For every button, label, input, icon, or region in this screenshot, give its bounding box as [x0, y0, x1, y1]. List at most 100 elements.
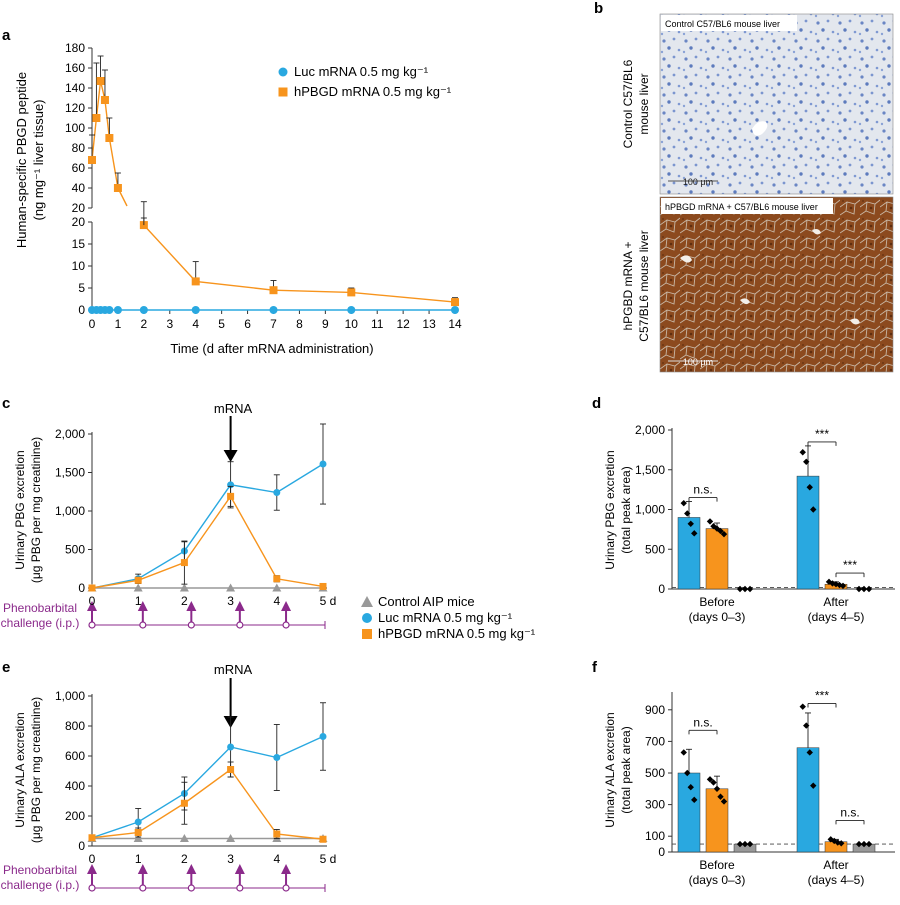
- panel-f-ytick-label-0: 0: [658, 845, 665, 859]
- side-label-hpbgd-2: C57/BL6 mouse liver: [637, 230, 651, 341]
- panel-a-point-1-2: [96, 77, 105, 85]
- panel-a-point-1-0: [88, 156, 96, 164]
- panel-a-xtick-label-2: 2: [141, 317, 148, 331]
- panel-e-phenobarbital-timeline: [87, 864, 326, 892]
- panel-a-point-0-5: [113, 306, 122, 314]
- panel-f-dot-0-2-2: [746, 840, 754, 848]
- panel-f-group-label-0-2: (days 0–3): [689, 873, 746, 887]
- panel-f-dot-1-0-0: [799, 703, 806, 710]
- panel-a-point-1-3: [100, 96, 109, 104]
- panel-e-pheno-arrowhead-4: [281, 864, 292, 874]
- panel-f-dot-1-1-3: [838, 840, 845, 847]
- panel-c-ylabel-1: Urinary PBG excretion: [13, 450, 27, 569]
- panel-a-ylabel-2: (ng mg⁻¹ liver tissue): [31, 100, 46, 221]
- panel-c-xtick-label-2: 2: [181, 594, 188, 608]
- panel-e-ytick-label-5: 1,000: [55, 689, 85, 703]
- panel-d-group-label-1-1: After: [823, 595, 848, 609]
- panel-f-dot-0-1-4: [720, 798, 728, 805]
- panel-f-dot-0-2-0: [736, 840, 744, 848]
- panel-c-ytick-label-2: 1,000: [55, 504, 85, 518]
- panel-a-chart: Human-specific PBGD peptide (ng mg⁻¹ liv…: [14, 41, 462, 356]
- panel-a-xtick-label-4: 4: [192, 317, 199, 331]
- panel-e-pheno-arrowhead-0: [87, 864, 97, 874]
- panel-e-point-2-4: [273, 830, 281, 838]
- panel-a-ytick-label-upper-1: 40: [72, 181, 86, 195]
- panel-a-ytick-label-lower-2: 10: [72, 259, 86, 273]
- panel-c-mrna-label: mRNA: [214, 401, 253, 416]
- panel-d-dot-0-2-0: [736, 585, 744, 593]
- panel-c-xtick-label-4: 4: [273, 594, 280, 608]
- panel-e-point-1-1: [134, 818, 142, 826]
- panel-c-point-0-4: [272, 583, 282, 592]
- panel-a-ytick-label-lower-3: 15: [72, 237, 86, 251]
- panel-e-pheno-arrowhead-3: [234, 864, 245, 874]
- panel-a-ytick-label-upper-8: 180: [65, 41, 85, 55]
- panel-c-point-2-3: [227, 492, 235, 500]
- panel-a-point-0-9: [347, 306, 356, 314]
- panel-c-point-2-1: [134, 576, 142, 584]
- panel-e-point-2-1: [134, 829, 142, 836]
- panel-b-letter: b: [594, 0, 603, 17]
- panel-a-point-1-8: [269, 286, 278, 295]
- panel-f-sig-label-1: ***: [815, 688, 829, 702]
- panel-a-ytick-label-upper-4: 100: [65, 121, 85, 135]
- panel-e-point-2-5: [319, 835, 327, 843]
- panel-e-chart: Urinary ALA excretion (μg PBG per mg cre…: [1, 662, 337, 892]
- panel-d-dot-0-1-4: [720, 530, 728, 538]
- panel-d-dot-0-1-3: [717, 527, 724, 535]
- panel-f-dot-0-0-1: [684, 769, 691, 777]
- panel-a-point-1-9: [347, 288, 356, 297]
- panel-a-legend: Luc mRNA 0.5 mg kg⁻¹ hPBGD mRNA 0.5 mg kg…: [278, 64, 452, 99]
- panel-e-series-line-1: [91, 735, 324, 839]
- panel-c-phenobarbital-timeline: [87, 601, 326, 629]
- panel-e-ytick-label-1: 200: [65, 809, 85, 823]
- panel-a-legend-marker-1: [278, 87, 288, 97]
- panel-d-ytick-label-3: 1,500: [635, 463, 665, 477]
- panel-d-dot-1-1-4: [839, 582, 847, 590]
- panel-d-dot-1-2-0: [855, 585, 863, 593]
- panel-e-pheno-dot-1: [139, 884, 147, 892]
- panel-f-bar-1-0: [796, 747, 820, 853]
- panel-d-dot-1-2-2: [865, 585, 873, 593]
- panel-e-point-0-1: [133, 834, 143, 842]
- panel-e-point-1-5: [319, 733, 327, 740]
- panel-c-xtick-label-3: 3: [227, 594, 234, 608]
- legend-ce-marker-1: [362, 613, 372, 623]
- panel-e-pheno-dot-4: [282, 884, 290, 892]
- panel-d-sig-label-0: n.s.: [693, 483, 712, 497]
- panel-e-point-2-2: [180, 799, 188, 807]
- panel-a-ytick-label-upper-6: 140: [65, 81, 85, 95]
- panel-e-point-1-3: [227, 743, 235, 751]
- panel-f-dot-0-1-3: [717, 793, 724, 800]
- panel-a-ytick-label-upper-7: 160: [65, 61, 85, 75]
- panel-a-ytick-label-lower-1: 5: [78, 281, 85, 295]
- panel-e-pheno-arrowhead-2: [186, 864, 197, 874]
- panel-a-point-0-8: [269, 306, 278, 314]
- panel-a-xtick-label-0: 0: [89, 317, 96, 331]
- panel-a-xtick-label-12: 12: [396, 317, 410, 331]
- panel-f-dot-0-1-0: [706, 776, 714, 783]
- panel-a-point-0-10: [451, 306, 459, 314]
- panel-e-xtick-label-5: 5 d: [320, 852, 337, 866]
- side-label-hpbgd-1: hPGBD mRNA +: [621, 241, 635, 330]
- panel-a-ytick-label-lower-4: 20: [72, 215, 86, 229]
- panel-a-legend-label-1: hPBGD mRNA 0.5 mg kg⁻¹: [294, 84, 452, 99]
- panel-f-bar-0-1: [705, 788, 729, 853]
- panel-c-pheno-label-2: challenge (i.p.): [1, 616, 80, 630]
- side-label-control-2: mouse liver: [637, 73, 651, 134]
- panel-d-dot-1-0-1: [803, 458, 810, 465]
- panel-a-ytick-label-upper-0: 20: [72, 201, 86, 215]
- panel-c-ytick-label-3: 1,500: [55, 466, 85, 480]
- panel-c-point-1-4: [273, 489, 281, 497]
- panel-a-xtick-label-5: 5: [218, 317, 225, 331]
- panel-a-series-line-1: [91, 80, 456, 303]
- panel-c-ytick-label-4: 2,000: [55, 427, 85, 441]
- panel-e-pheno-dot-3: [236, 884, 244, 892]
- panel-f-dot-0-0-2: [687, 784, 694, 791]
- panel-e-pheno-arrowhead-1: [137, 864, 148, 874]
- panel-d-bar-0-0: [677, 517, 701, 590]
- panel-f-ytick-label-1: 100: [645, 829, 665, 843]
- panel-f-group-label-1-1: After: [823, 858, 848, 872]
